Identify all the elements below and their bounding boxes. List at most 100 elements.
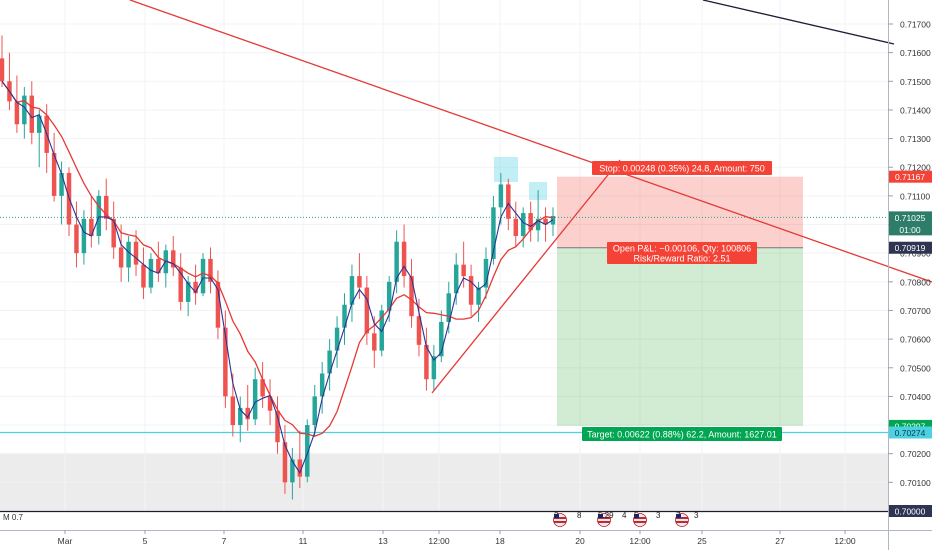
candle-body xyxy=(461,264,466,277)
candle-body xyxy=(453,264,459,294)
last-price-tag-countdown: 01:00 xyxy=(899,225,921,235)
candle-body xyxy=(141,264,146,288)
price-tick-label: 0.70600 xyxy=(900,335,931,345)
candle-body xyxy=(59,172,64,196)
flag-stripe xyxy=(634,517,646,519)
candle-body xyxy=(424,344,429,380)
candle-body xyxy=(260,379,265,397)
entry-price-tag-bg xyxy=(889,241,932,254)
candle-body xyxy=(51,152,57,196)
price-tick-label: 0.71300 xyxy=(900,134,931,144)
target-price-tag-text: 0.70297 xyxy=(895,421,926,431)
flag-canton xyxy=(598,514,603,518)
candle-body xyxy=(29,95,35,133)
last-price-tag: 0.71025 01:00 xyxy=(889,211,932,236)
pnl-label: Open P&L: −0.00106, Qty: 100806Risk/Rewa… xyxy=(607,242,757,264)
event-count: 3 xyxy=(656,511,661,520)
event-count: 7 xyxy=(676,511,681,520)
candle-body xyxy=(208,258,213,282)
candle-body xyxy=(171,250,176,268)
price-tick-label: 0.71600 xyxy=(900,48,931,58)
last-price-tag-bg xyxy=(889,211,932,236)
price-tick-label: 0.70700 xyxy=(900,306,931,316)
entry-price-tag: 0.70919 xyxy=(889,241,932,254)
flag-stripe xyxy=(676,521,688,523)
flag-stripe xyxy=(676,517,688,519)
target-zone xyxy=(557,247,803,426)
time-tick-label: 5 xyxy=(143,536,148,546)
flag-stripe xyxy=(598,521,610,523)
candle-body xyxy=(193,281,198,294)
upper-trend-line xyxy=(702,0,895,45)
candle-body xyxy=(483,258,489,288)
ma-fast-line xyxy=(1,80,554,475)
time-tick-label: 20 xyxy=(575,536,585,546)
candle-body xyxy=(439,321,444,357)
ma-slow-line xyxy=(1,80,554,437)
price-tick-label: 0.71200 xyxy=(900,163,931,173)
entry-price-tag-text: 0.70919 xyxy=(895,243,926,253)
candle-body xyxy=(185,281,191,302)
candle-body xyxy=(133,241,139,265)
candle-body xyxy=(401,241,407,277)
candle-body xyxy=(535,218,541,231)
candle-body xyxy=(74,224,79,254)
candle-body xyxy=(506,184,511,219)
time-tick-label: 18 xyxy=(495,536,505,546)
candle-body xyxy=(178,267,183,302)
event-count: 5 xyxy=(634,511,639,520)
target-label: Target: 0.00622 (0.88%) 62.2, Amount: 16… xyxy=(582,427,782,441)
price-tick-label: 0.71700 xyxy=(900,20,931,30)
candle-body xyxy=(520,213,526,236)
stop-price-tag-bg xyxy=(889,170,932,183)
price-tick-label: 0.71500 xyxy=(900,77,931,87)
candle-body xyxy=(156,258,161,274)
candle-body xyxy=(528,213,533,231)
candle-body xyxy=(446,293,451,322)
candle-body xyxy=(476,287,481,305)
price-tick-label: 0.70200 xyxy=(900,449,931,459)
candle-body xyxy=(22,95,27,125)
zero-price-tag-text: 0.70000 xyxy=(895,507,926,517)
candle-body xyxy=(491,207,496,259)
candle-body xyxy=(252,379,258,420)
zero-price-tag-bg xyxy=(889,505,932,517)
candle-body xyxy=(543,218,548,225)
candle-body xyxy=(238,407,243,426)
time-tick-label: 25 xyxy=(697,536,707,546)
highlight-box-1 xyxy=(494,157,518,182)
event-count: 3 xyxy=(694,511,699,520)
flag-canton xyxy=(554,514,559,518)
candle-body xyxy=(431,356,437,380)
stop-label-bg xyxy=(592,161,772,175)
candle-body xyxy=(297,459,303,477)
target-label-bg xyxy=(582,427,782,441)
event-count: 2 xyxy=(554,511,559,520)
flag-stripe xyxy=(598,517,610,519)
price-tick-label: 0.70100 xyxy=(900,478,931,488)
candle-body xyxy=(104,195,109,219)
time-tick-label: 12:00 xyxy=(834,536,856,546)
candle-body xyxy=(36,115,42,133)
pnl-label-text: Open P&L: −0.00106, Qty: 100806 xyxy=(613,244,751,254)
flag-canton xyxy=(676,514,681,518)
price-tick-label: 0.71400 xyxy=(900,105,931,115)
candle-body xyxy=(290,459,295,483)
event-flag-icon xyxy=(675,513,689,527)
stop-label: Stop: 0.00248 (0.35%) 24.8, Amount: 750 xyxy=(592,161,772,175)
candle-body xyxy=(111,218,116,248)
target-label-text: Target: 0.00622 (0.88%) 62.2, Amount: 16… xyxy=(587,430,777,440)
candle-body xyxy=(96,195,102,236)
event-flag-icon xyxy=(597,513,611,527)
price-tick-label: 0.71100 xyxy=(900,191,930,201)
cyan-price-tag-text: 0.70274 xyxy=(895,428,926,438)
candle-body xyxy=(386,281,392,311)
candle-body xyxy=(342,304,347,328)
candle-body xyxy=(513,218,519,236)
candle-body xyxy=(0,58,5,82)
stop-zone xyxy=(557,176,803,248)
price-tick-label: 0.70500 xyxy=(900,363,931,373)
stop-price-tag: 0.71167 xyxy=(889,170,932,183)
